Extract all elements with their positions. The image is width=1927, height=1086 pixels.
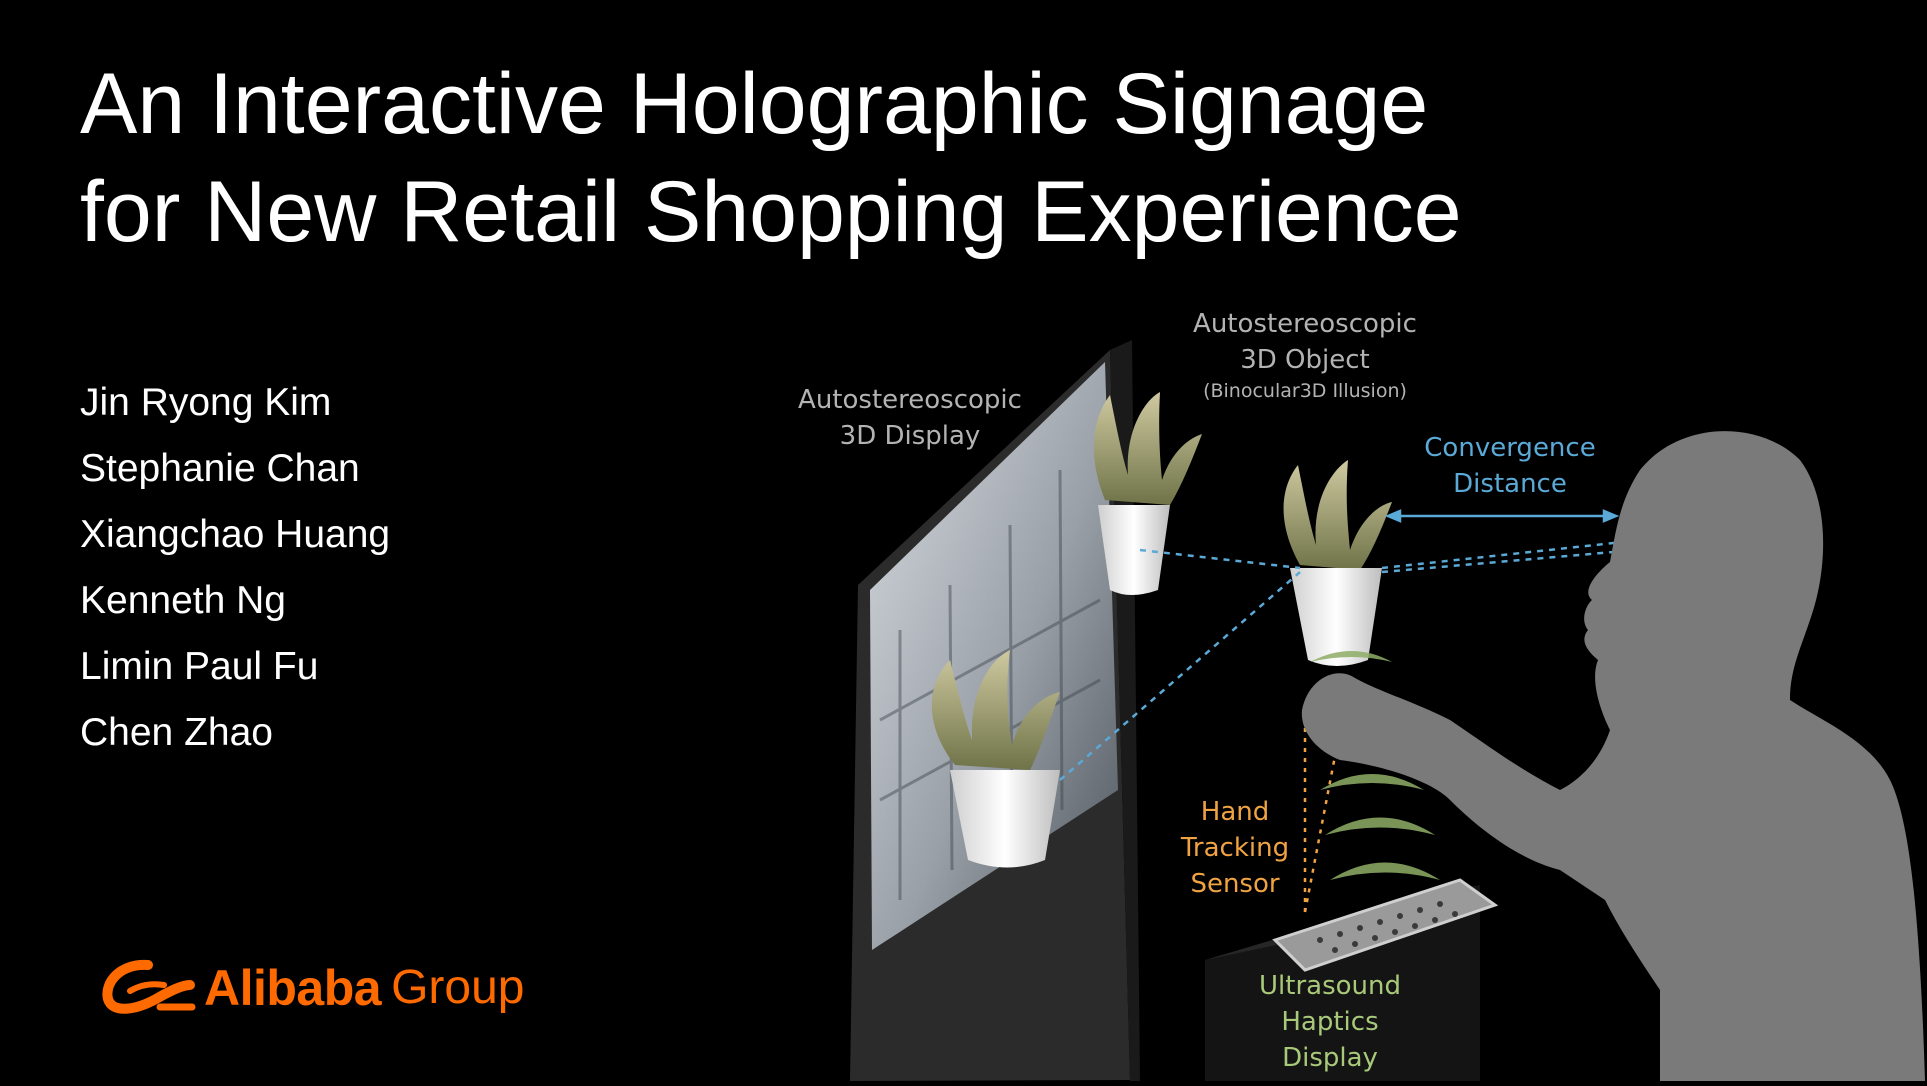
author-name: Stephanie Chan xyxy=(80,447,360,490)
system-illustration: Autostereoscopic 3D Display Autostereosc… xyxy=(760,300,1927,1081)
label-ultrasound-haptics: Ultrasound Haptics Display xyxy=(1220,968,1440,1076)
label-tracking-line2: Tracking xyxy=(1180,833,1290,863)
alibaba-logo: Alibaba Group xyxy=(100,955,525,1020)
floating-3d-object-icon xyxy=(1283,460,1392,666)
label-tracking-line1: Hand xyxy=(1200,797,1270,827)
author-name: Limin Paul Fu xyxy=(80,645,319,688)
label-hand-tracking-sensor: Hand Tracking Sensor xyxy=(1160,794,1310,902)
author-name: Jin Ryong Kim xyxy=(80,381,332,424)
plant-upper-icon xyxy=(1093,392,1202,595)
label-3d-display: Autostereoscopic 3D Display xyxy=(790,382,1030,454)
label-convergence-distance: Convergence Distance xyxy=(1400,430,1620,502)
label-haptics-line2: Haptics xyxy=(1281,1007,1379,1037)
label-haptics-line1: Ultrasound xyxy=(1259,971,1401,1001)
label-convergence-line2: Distance xyxy=(1453,469,1567,499)
label-3d-object-line2: 3D Object xyxy=(1240,345,1370,375)
label-3d-object: Autostereoscopic 3D Object (Binocular3D … xyxy=(1160,306,1450,404)
haptics-device xyxy=(1205,878,1499,1081)
label-3d-object-note: (Binocular3D Illusion) xyxy=(1203,380,1407,402)
label-tracking-line3: Sensor xyxy=(1190,869,1280,899)
person-silhouette-icon xyxy=(1301,431,1925,1081)
label-3d-display-line1: Autostereoscopic xyxy=(798,385,1022,415)
plant-on-screen-icon xyxy=(931,650,1060,868)
author-name: Kenneth Ng xyxy=(80,579,286,622)
title-line-2: for New Retail Shopping Experience xyxy=(80,164,1462,260)
label-3d-display-line2: 3D Display xyxy=(839,421,981,451)
label-haptics-line3: Display xyxy=(1282,1043,1378,1073)
author-name: Chen Zhao xyxy=(80,711,273,754)
tracking-beam xyxy=(1303,708,1342,913)
alibaba-mark-icon xyxy=(102,959,196,1014)
label-3d-object-line1: Autostereoscopic xyxy=(1193,309,1417,339)
label-convergence-line1: Convergence xyxy=(1424,433,1596,463)
logo-name: Alibaba xyxy=(204,959,382,1016)
convergence-arrow-icon xyxy=(1384,509,1620,523)
slide-title: An Interactive Holographic Signage for N… xyxy=(80,50,1462,266)
display-screen xyxy=(870,362,1118,950)
illustration-graphic xyxy=(850,340,1925,1081)
title-line-1: An Interactive Holographic Signage xyxy=(80,56,1429,152)
author-name: Xiangchao Huang xyxy=(80,513,391,556)
author-list: Jin Ryong Kim Stephanie Chan Xiangchao H… xyxy=(80,370,390,766)
logo-suffix: Group xyxy=(391,961,525,1014)
